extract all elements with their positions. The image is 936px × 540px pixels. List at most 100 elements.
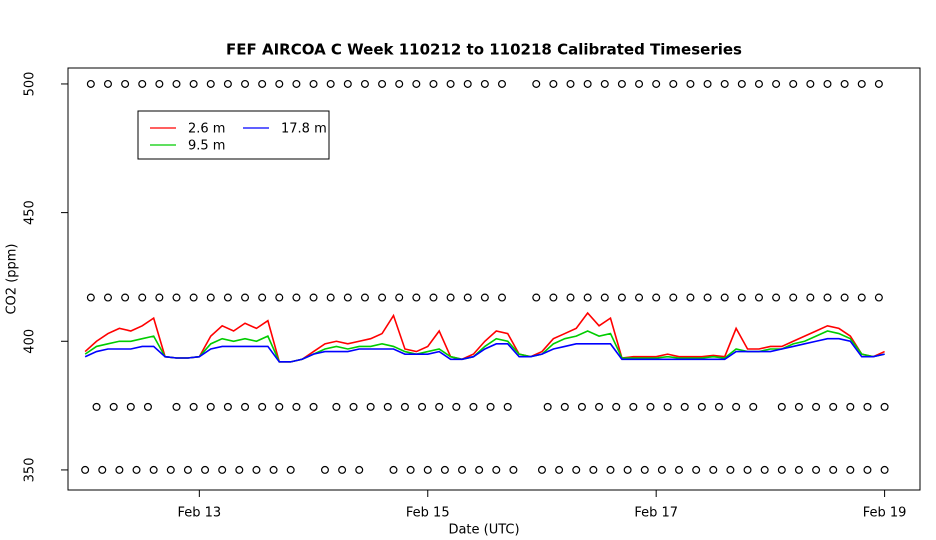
point-marker bbox=[846, 465, 855, 474]
point-marker bbox=[241, 293, 250, 302]
point-marker bbox=[663, 402, 672, 411]
point-marker bbox=[726, 465, 735, 474]
point-marker bbox=[349, 402, 358, 411]
point-marker bbox=[680, 402, 689, 411]
point-marker bbox=[292, 79, 301, 88]
point-marker bbox=[572, 465, 581, 474]
x-tick-label: Feb 15 bbox=[406, 506, 450, 521]
point-marker bbox=[640, 465, 649, 474]
point-marker bbox=[555, 465, 564, 474]
point-marker bbox=[857, 293, 866, 302]
point-marker bbox=[760, 465, 769, 474]
point-marker bbox=[138, 293, 147, 302]
point-marker bbox=[874, 293, 883, 302]
point-marker bbox=[366, 402, 375, 411]
point-marker bbox=[497, 79, 506, 88]
point-marker bbox=[509, 465, 518, 474]
point-marker bbox=[652, 79, 661, 88]
point-marker bbox=[480, 293, 489, 302]
point-marker bbox=[343, 79, 352, 88]
point-marker bbox=[241, 79, 250, 88]
point-marker bbox=[675, 465, 684, 474]
point-marker bbox=[360, 79, 369, 88]
point-marker bbox=[846, 402, 855, 411]
point-marker bbox=[475, 465, 484, 474]
point-marker bbox=[492, 465, 501, 474]
point-marker bbox=[395, 79, 404, 88]
point-marker bbox=[423, 465, 432, 474]
point-marker bbox=[737, 293, 746, 302]
point-marker bbox=[292, 293, 301, 302]
point-marker bbox=[600, 293, 609, 302]
point-marker bbox=[269, 465, 278, 474]
point-marker bbox=[132, 465, 141, 474]
point-marker bbox=[732, 402, 741, 411]
point-marker bbox=[566, 79, 575, 88]
point-marker bbox=[103, 293, 112, 302]
point-marker bbox=[103, 79, 112, 88]
point-marker bbox=[737, 79, 746, 88]
point-marker bbox=[309, 293, 318, 302]
point-marker bbox=[583, 293, 592, 302]
point-marker bbox=[86, 293, 95, 302]
point-marker bbox=[703, 79, 712, 88]
point-marker bbox=[537, 465, 546, 474]
point-marker bbox=[686, 79, 695, 88]
point-marker bbox=[166, 465, 175, 474]
point-marker bbox=[258, 402, 267, 411]
point-marker bbox=[241, 402, 250, 411]
y-tick-label: 400 bbox=[23, 329, 38, 354]
point-marker bbox=[880, 402, 889, 411]
point-marker bbox=[595, 402, 604, 411]
point-marker bbox=[880, 465, 889, 474]
legend-box bbox=[137, 110, 330, 160]
point-marker bbox=[429, 79, 438, 88]
point-marker bbox=[292, 402, 301, 411]
plot-frame bbox=[67, 67, 921, 491]
point-marker bbox=[258, 293, 267, 302]
point-marker bbox=[395, 293, 404, 302]
series-line bbox=[84, 337, 885, 363]
point-marker bbox=[857, 79, 866, 88]
point-marker bbox=[149, 465, 158, 474]
point-marker bbox=[452, 402, 461, 411]
point-marker bbox=[326, 79, 335, 88]
point-marker bbox=[669, 79, 678, 88]
point-marker bbox=[172, 402, 181, 411]
point-marker bbox=[121, 293, 130, 302]
point-marker bbox=[463, 293, 472, 302]
series-line bbox=[84, 311, 885, 363]
point-marker bbox=[812, 465, 821, 474]
point-marker bbox=[98, 465, 107, 474]
point-marker bbox=[206, 402, 215, 411]
point-marker bbox=[840, 79, 849, 88]
point-marker bbox=[874, 79, 883, 88]
point-marker bbox=[355, 465, 364, 474]
point-marker bbox=[635, 293, 644, 302]
point-marker bbox=[252, 465, 261, 474]
point-marker bbox=[201, 465, 210, 474]
point-marker bbox=[577, 402, 586, 411]
legend-label: 9.5 m bbox=[188, 139, 225, 154]
point-marker bbox=[646, 402, 655, 411]
point-marker bbox=[223, 402, 232, 411]
point-marker bbox=[623, 465, 632, 474]
point-marker bbox=[320, 465, 329, 474]
point-marker bbox=[218, 465, 227, 474]
point-marker bbox=[829, 465, 838, 474]
point-marker bbox=[389, 465, 398, 474]
point-marker bbox=[172, 293, 181, 302]
point-marker bbox=[189, 79, 198, 88]
point-marker bbox=[657, 465, 666, 474]
point-marker bbox=[378, 293, 387, 302]
point-marker bbox=[794, 402, 803, 411]
point-marker bbox=[412, 79, 421, 88]
point-marker bbox=[709, 465, 718, 474]
point-marker bbox=[823, 293, 832, 302]
point-marker bbox=[486, 402, 495, 411]
point-marker bbox=[189, 293, 198, 302]
point-marker bbox=[223, 79, 232, 88]
point-marker bbox=[503, 402, 512, 411]
point-marker bbox=[600, 79, 609, 88]
point-marker bbox=[429, 293, 438, 302]
